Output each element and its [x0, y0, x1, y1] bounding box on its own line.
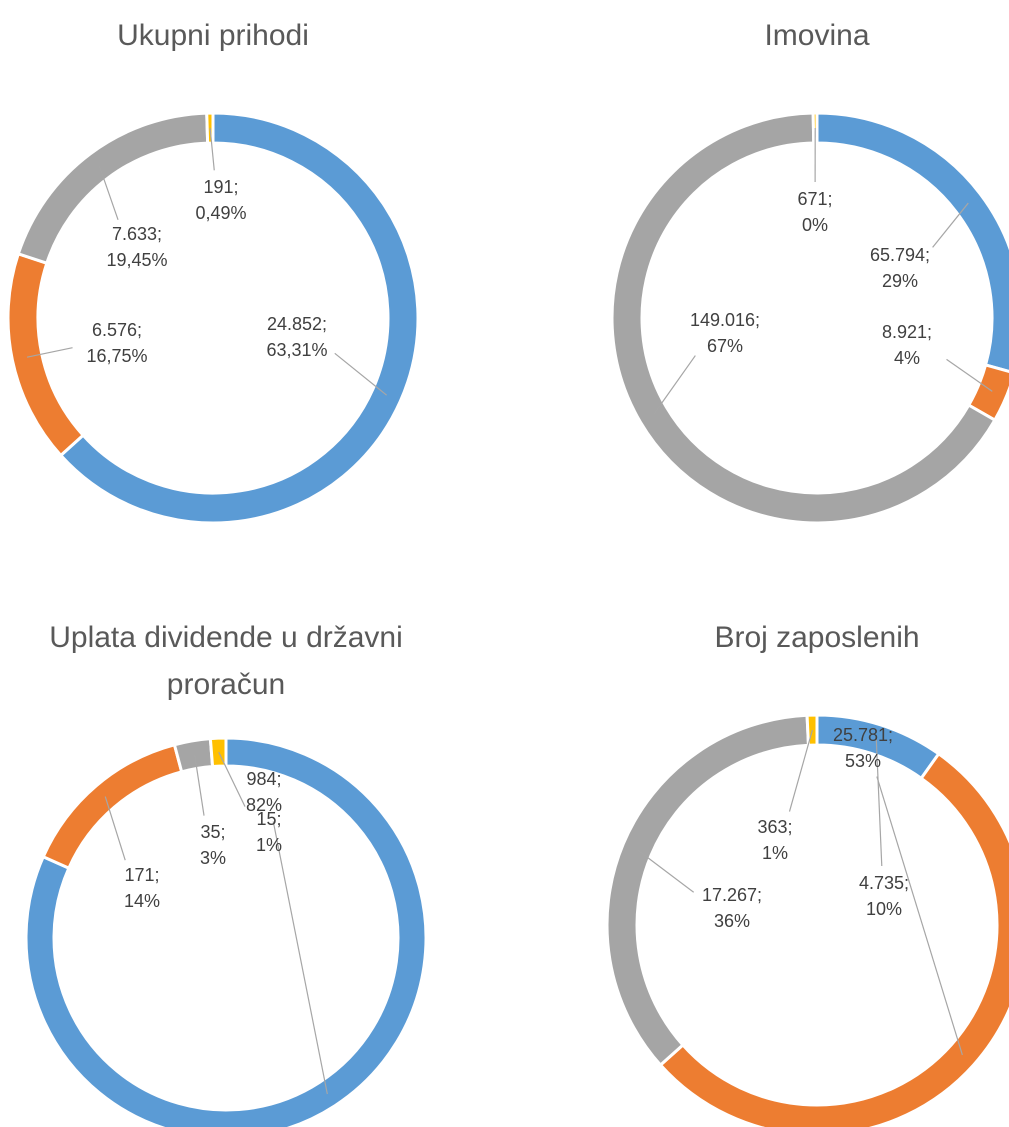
data-label: 171; 14%	[82, 862, 202, 914]
value-label: 25.781;	[832, 725, 894, 745]
data-label: 7.633; 19,45%	[77, 221, 197, 273]
leader-line	[209, 127, 215, 171]
percent-label: 67%	[706, 336, 744, 356]
value-label: 65.794;	[869, 245, 931, 265]
donut-segment	[610, 111, 997, 525]
value-label: 7.633;	[111, 224, 163, 244]
chart-title: Broj zaposlenih	[714, 621, 920, 654]
data-label: 24.852; 63,31%	[237, 311, 357, 363]
data-label: 6.576; 16,75%	[57, 317, 177, 369]
percent-label: 1%	[761, 843, 788, 863]
value-label: 984;	[246, 769, 282, 789]
donut-segment	[205, 111, 215, 145]
data-label: 8.921; 4%	[847, 319, 967, 371]
chart-title: Uplata dividende u državni proračun	[49, 621, 403, 701]
data-label: 149.016; 67%	[665, 307, 785, 359]
value-label: 191;	[203, 177, 239, 197]
chart-title: Imovina	[764, 19, 870, 52]
percent-label: 0%	[801, 215, 828, 235]
leader-line	[875, 739, 883, 867]
value-label: 8.921;	[881, 322, 933, 342]
leader-line	[26, 347, 73, 358]
value-label: 24.852;	[266, 314, 328, 334]
data-label: 191; 0,49%	[161, 174, 281, 226]
percent-label: 0,49%	[195, 203, 247, 223]
percent-label: 19,45%	[106, 250, 168, 270]
leader-line	[636, 849, 695, 893]
data-label: 17.267; 36%	[672, 882, 792, 934]
value-label: 17.267;	[701, 885, 763, 905]
data-label: 35; 3%	[153, 819, 273, 871]
leader-line	[932, 202, 969, 248]
percent-label: 53%	[844, 751, 882, 771]
percent-label: 10%	[865, 899, 903, 919]
value-label: 15;	[256, 809, 282, 829]
leader-line	[194, 754, 205, 816]
value-label: 149.016;	[689, 310, 761, 330]
donut-segment	[24, 736, 428, 1127]
leader-line	[218, 751, 246, 807]
leader-line	[98, 165, 119, 220]
value-label: 4.735;	[858, 873, 910, 893]
value-label: 363;	[757, 817, 793, 837]
percent-label: 82%	[245, 795, 283, 815]
data-label: 15; 1%	[209, 806, 329, 858]
value-label: 6.576;	[91, 320, 143, 340]
leader-line	[946, 358, 993, 392]
percent-label: 63,31%	[266, 340, 328, 360]
donut-segment	[658, 751, 1009, 1127]
value-label: 671;	[797, 189, 833, 209]
chart-title: Ukupni prihodi	[117, 19, 309, 52]
percent-label: 4%	[893, 348, 920, 368]
data-label: 4.735; 10%	[824, 870, 944, 922]
leader-line	[876, 776, 963, 1056]
donut-segment	[58, 111, 420, 525]
percent-label: 16,75%	[86, 346, 148, 366]
leader-line	[334, 352, 387, 396]
value-label: 35;	[200, 822, 226, 842]
data-label: 984; 82%	[204, 766, 324, 818]
data-label: 65.794; 29%	[840, 242, 960, 294]
leader-line	[652, 355, 696, 416]
data-label: 671; 0%	[755, 186, 875, 238]
percent-label: 1%	[255, 835, 282, 855]
data-label: 363; 1%	[715, 814, 835, 866]
percent-label: 14%	[123, 891, 161, 911]
data-label: 25.781; 53%	[803, 722, 923, 774]
leader-line	[104, 796, 126, 861]
value-label: 171;	[124, 865, 160, 885]
percent-label: 3%	[199, 848, 226, 868]
leader-line	[272, 821, 328, 1095]
percent-label: 29%	[881, 271, 919, 291]
donut-segment	[815, 111, 1009, 373]
percent-label: 36%	[713, 911, 751, 931]
leader-line	[788, 729, 813, 812]
